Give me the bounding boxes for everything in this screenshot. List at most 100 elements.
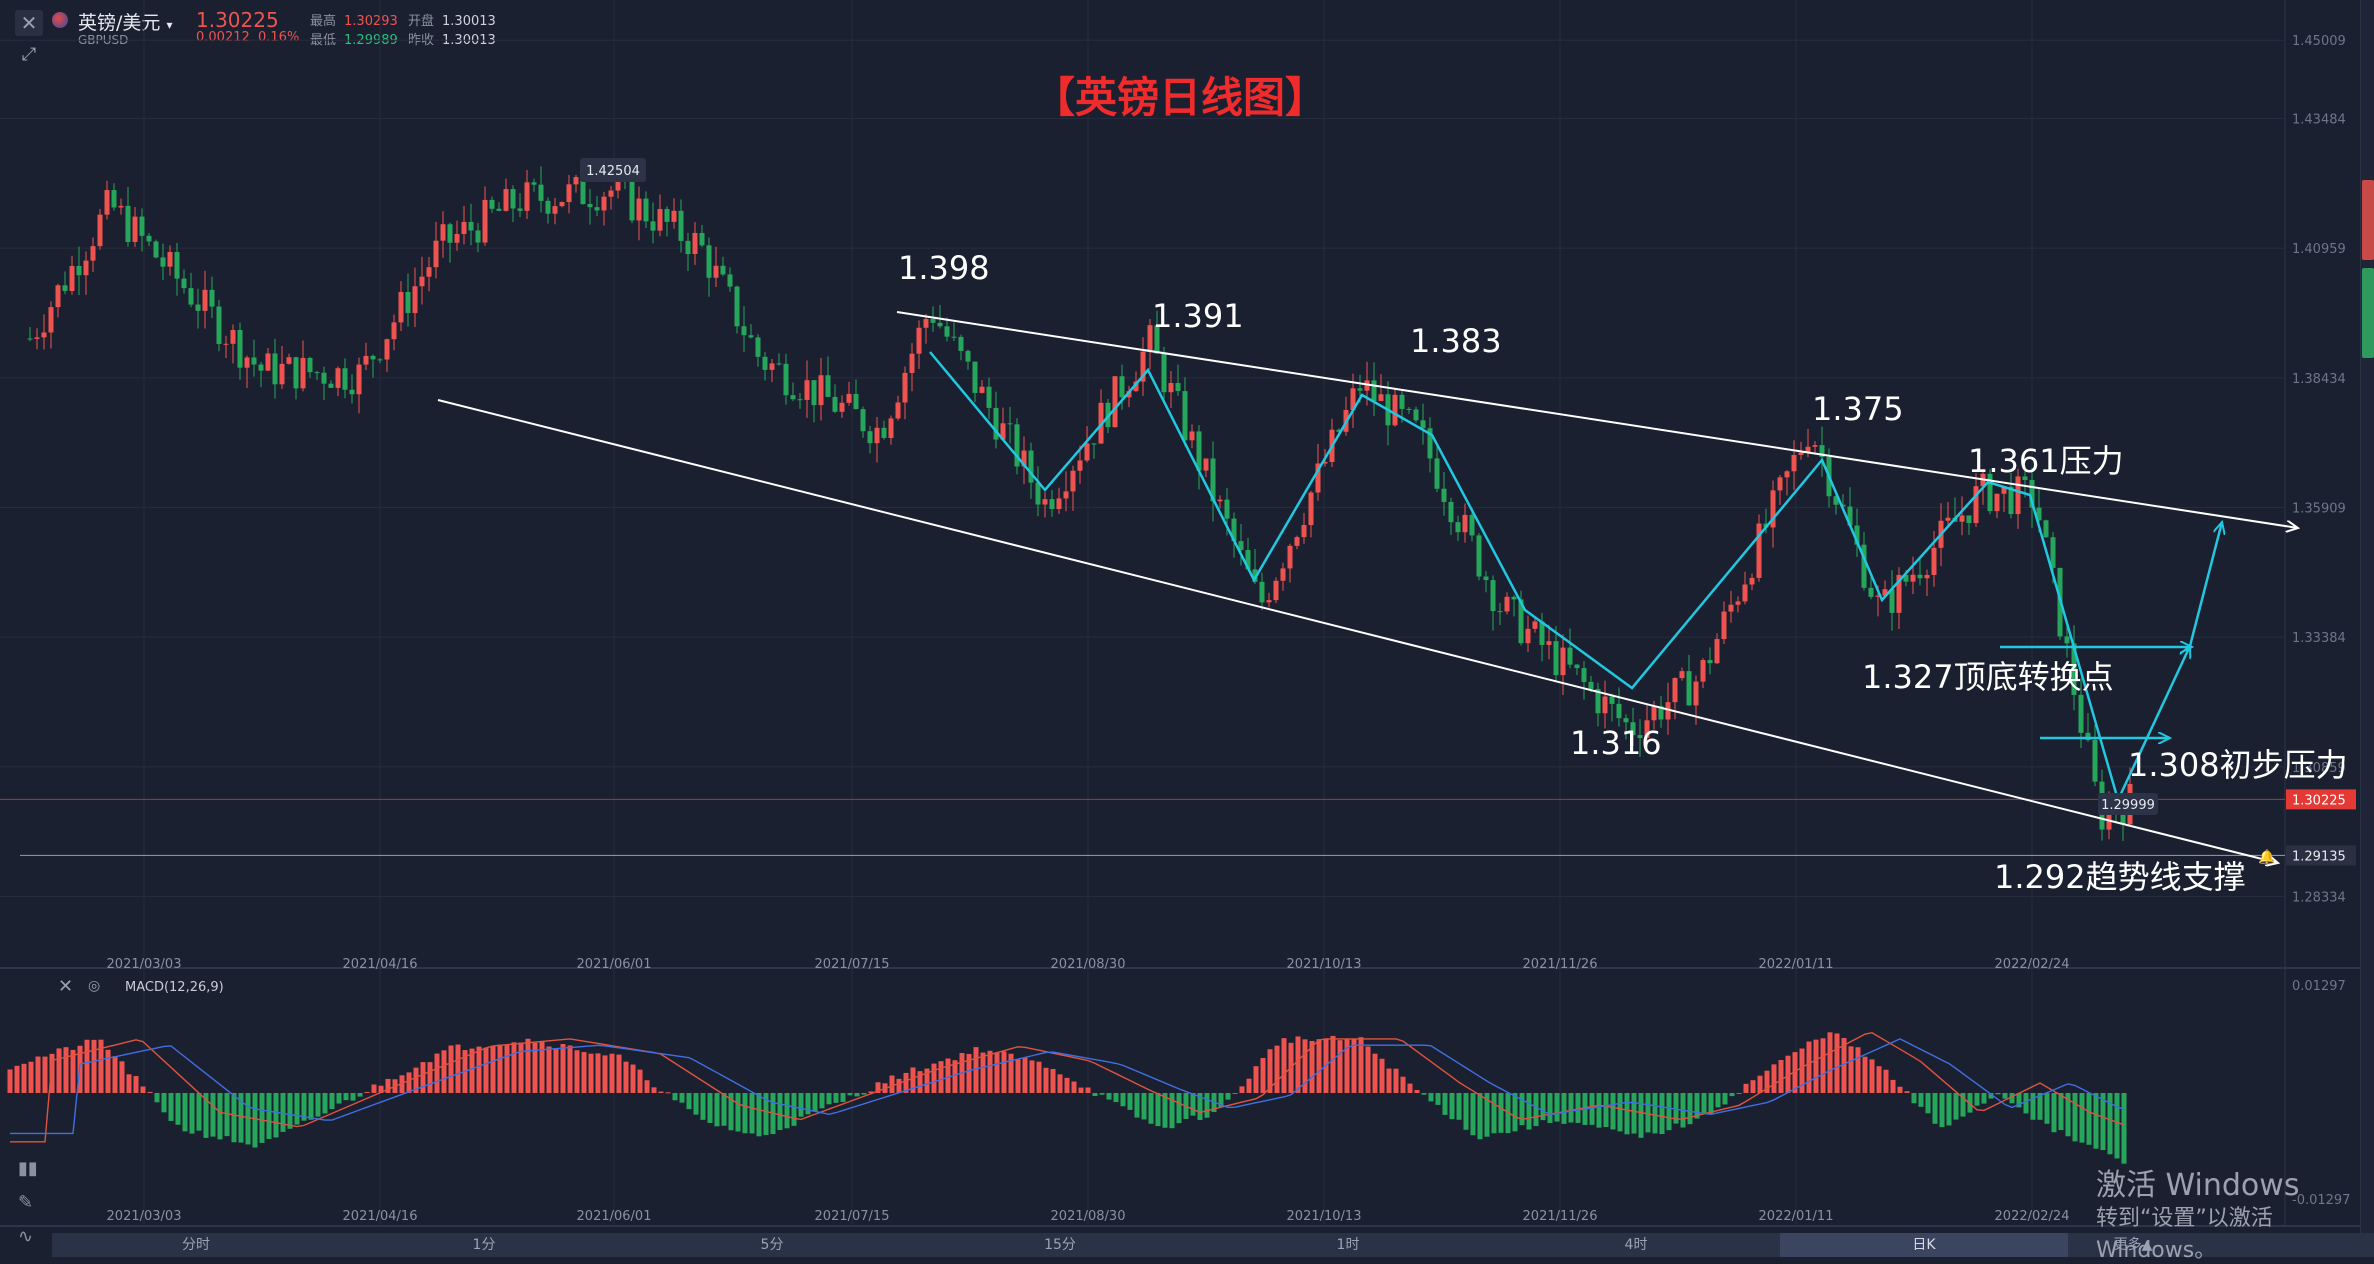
macd-histogram-bar — [1561, 1093, 1567, 1124]
macd-histogram-bar — [1512, 1093, 1518, 1132]
candle-body — [951, 336, 957, 338]
candle-body — [1889, 589, 1895, 613]
macd-histogram-bar — [1596, 1093, 1602, 1128]
macd-histogram-bar — [1484, 1093, 1490, 1137]
macd-histogram-bar — [546, 1046, 552, 1093]
annotation-label-a8: 1.316 — [1570, 724, 1662, 762]
candle-body — [1854, 525, 1860, 545]
candle-body — [1658, 706, 1664, 720]
candle-body — [34, 337, 40, 339]
candle-body — [902, 372, 908, 403]
macd-histogram-bar — [1099, 1093, 1105, 1095]
candle-body — [1966, 515, 1972, 524]
macd-histogram-bar — [595, 1053, 601, 1093]
candle-body — [1497, 611, 1503, 613]
macd-histogram-bar — [994, 1052, 1000, 1093]
eye-icon[interactable]: ◎ — [88, 978, 101, 994]
bell-icon: 🔔 — [2258, 848, 2275, 865]
current-price-tag — [2286, 789, 2356, 810]
candle-body — [349, 389, 355, 395]
candle-body — [566, 184, 572, 203]
tab-0[interactable]: 分时 — [182, 1237, 210, 1253]
candle-body — [90, 246, 96, 261]
macd-histogram-bar — [1316, 1039, 1322, 1093]
macd-histogram-bar — [2100, 1093, 2106, 1151]
tab-4[interactable]: 1时 — [1336, 1237, 1360, 1253]
candle-body — [41, 332, 47, 338]
tab-6[interactable]: 日K — [1780, 1233, 2068, 1257]
macd-histogram-bar — [2121, 1093, 2127, 1164]
macd-histogram-bar — [574, 1050, 580, 1093]
macd-histogram-bar — [1120, 1093, 1126, 1107]
candle-body — [769, 363, 775, 370]
candle-body — [160, 257, 166, 267]
candle-body — [1882, 589, 1888, 596]
candle-body — [468, 221, 474, 231]
macd-histogram-bar — [798, 1093, 804, 1117]
price-change-pct: 0.16% — [258, 30, 300, 45]
candle-body — [377, 359, 383, 361]
macd-histogram-bar — [952, 1060, 958, 1093]
macd-histogram-bar — [1113, 1093, 1119, 1103]
price-tick-label: 1.38434 — [2292, 372, 2346, 387]
macd-axis-bottom: -0.01297 — [2292, 1193, 2350, 1208]
candle-body — [335, 368, 341, 388]
candle-body — [1525, 628, 1531, 644]
macd-histogram-bar — [966, 1053, 972, 1093]
macd-histogram-bar — [1176, 1093, 1182, 1124]
tab-3[interactable]: 15分 — [1044, 1237, 1076, 1253]
tab-1[interactable]: 1分 — [472, 1237, 496, 1253]
candle-body — [2064, 636, 2070, 644]
candle-body — [741, 326, 747, 336]
macd-histogram-bar — [1533, 1093, 1539, 1127]
indicator-icon[interactable]: ∿ — [18, 1226, 34, 1247]
candle-body — [650, 221, 656, 231]
candle-body — [1280, 568, 1286, 581]
macd-histogram-bar — [1862, 1056, 1868, 1093]
candle-body — [867, 431, 873, 444]
candle-body — [1287, 545, 1293, 569]
macd-histogram-bar — [931, 1063, 937, 1093]
macd-histogram-bar — [147, 1091, 153, 1093]
sell-button[interactable] — [2362, 180, 2374, 260]
buy-button[interactable] — [2362, 268, 2374, 358]
macd-histogram-bar — [2093, 1093, 2099, 1149]
candle-body — [545, 200, 551, 214]
macd-histogram-bar — [1071, 1081, 1077, 1093]
candle-body — [83, 260, 89, 276]
tab-7[interactable]: 更多▲ — [2113, 1237, 2153, 1253]
macd-histogram-bar — [1771, 1064, 1777, 1093]
draw-tool-icon[interactable]: ⤢ — [21, 44, 37, 65]
symbol-selector[interactable]: 英镑/美元 ▾ — [78, 12, 173, 34]
tab-5[interactable]: 4时 — [1624, 1237, 1648, 1253]
candle-body — [573, 177, 579, 185]
macd-histogram-bar — [266, 1093, 272, 1139]
candle-body — [125, 205, 131, 242]
close-indicator-icon[interactable]: ✕ — [58, 976, 74, 997]
macd-histogram-bar — [2030, 1093, 2036, 1120]
candle-body — [657, 209, 663, 231]
macd-date-tick-label: 2022/01/11 — [1759, 1209, 1834, 1224]
pencil-icon[interactable]: ✎ — [18, 1192, 34, 1213]
macd-histogram-bar — [1869, 1059, 1875, 1093]
candle-body — [664, 209, 670, 222]
candle-body — [923, 319, 929, 328]
candle-body — [559, 202, 565, 207]
macd-histogram-bar — [245, 1093, 251, 1145]
candle-body — [1812, 445, 1818, 447]
macd-histogram-bar — [847, 1093, 853, 1096]
close-icon[interactable]: ✕ — [15, 10, 43, 36]
macd-histogram-bar — [833, 1093, 839, 1103]
macd-histogram-bar — [1932, 1093, 1938, 1124]
candle-body — [2008, 486, 2014, 515]
macd-histogram-bar — [1652, 1093, 1658, 1134]
candle-body — [97, 214, 103, 247]
macd-histogram-bar — [1575, 1093, 1581, 1123]
tab-2[interactable]: 5分 — [760, 1237, 784, 1253]
candle-body — [1805, 446, 1811, 453]
chart-type-icon[interactable]: ▮▮ — [18, 1158, 38, 1179]
macd-histogram-bar — [1792, 1052, 1798, 1093]
macd-histogram-bar — [742, 1093, 748, 1134]
macd-histogram-bar — [756, 1093, 762, 1137]
